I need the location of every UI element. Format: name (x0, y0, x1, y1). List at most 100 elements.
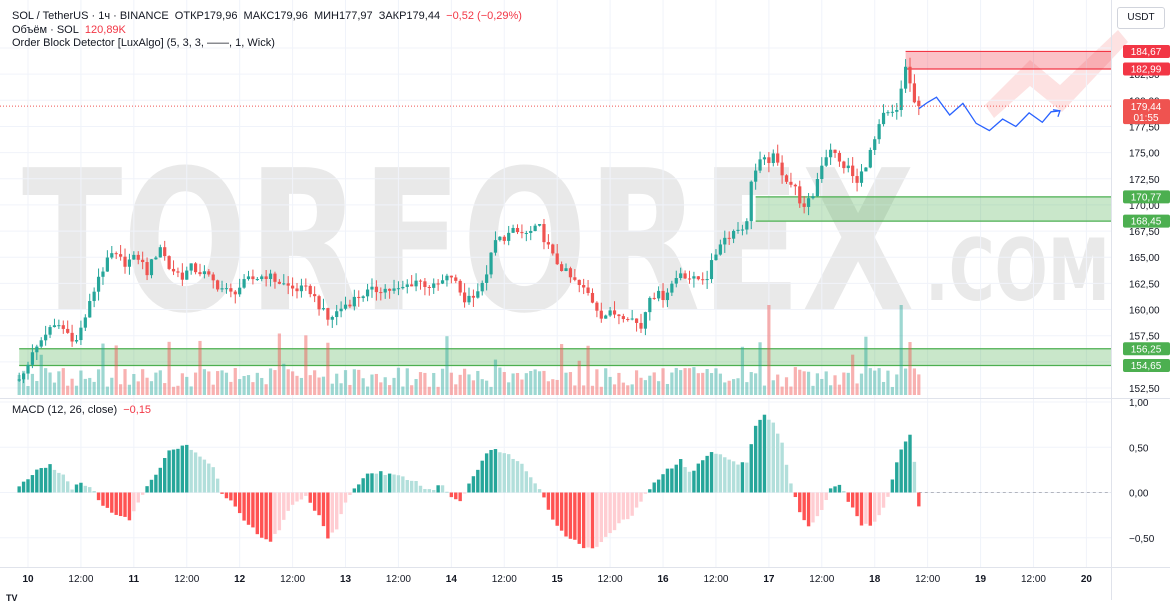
candle-body (732, 230, 736, 239)
candle-body (890, 111, 894, 113)
volume-bar (749, 372, 753, 395)
candle-countdown-text: 01:55 (1133, 113, 1158, 124)
macd-bar (264, 492, 268, 540)
macd-bar (520, 463, 524, 493)
volume-bar (732, 379, 736, 395)
volume-bar (79, 370, 83, 395)
volume-bar (674, 367, 678, 395)
macd-bar (145, 486, 149, 493)
volume-bar (868, 368, 872, 395)
macd-bar (387, 473, 392, 493)
macd-bar (546, 492, 551, 510)
time-tick-label: 12:00 (280, 574, 305, 585)
macd-bar (555, 492, 559, 526)
macd-bar (176, 448, 180, 493)
macd-bar (260, 492, 264, 538)
legend-symbol[interactable]: SOL / TetherUS · 1ч · BINANCE (12, 10, 169, 22)
macd-bar (171, 449, 176, 493)
volume-bar (326, 342, 330, 395)
tradingview-logo-icon[interactable]: TV (6, 593, 18, 603)
macd-bar (268, 492, 273, 542)
volume-bar (555, 379, 559, 395)
candle-body (621, 316, 625, 320)
macd-bar (154, 474, 158, 493)
macd-bar (665, 468, 670, 493)
volume-bar (789, 386, 793, 395)
macd-bar (828, 488, 833, 493)
candle-body (714, 254, 718, 261)
macd-bar (678, 459, 683, 493)
legend-indicator[interactable]: Order Block Detector [LuxAlgo] (5, 3, 3,… (12, 37, 278, 50)
price-tick-label: 152,50 (1129, 384, 1160, 395)
currency-button[interactable]: USDT (1117, 7, 1165, 29)
time-axis[interactable]: 10 12:00 11 12:00 12 12:00 13 12:00 14 12:00 15 12:… (22, 574, 1092, 585)
volume-bar (61, 368, 65, 395)
candle-body (308, 285, 312, 295)
legend-macd[interactable]: MACD (12, 26, close) −0,15 (12, 404, 154, 417)
candle-body (207, 271, 211, 275)
candle-body (630, 318, 634, 320)
candle-body (851, 165, 855, 177)
volume-bar (365, 386, 370, 395)
candle-body (899, 88, 903, 110)
legend-volume[interactable]: Объём · SOL 120,89K (12, 24, 129, 37)
candle-body (881, 112, 886, 125)
time-tick-label: 18 (869, 574, 881, 585)
candle-body (167, 256, 171, 269)
macd-bar (917, 492, 921, 507)
volume-bar (392, 377, 396, 395)
macd-bar (361, 478, 365, 493)
candle-body (158, 247, 162, 258)
candle-body (679, 273, 683, 279)
macd-bar (445, 491, 449, 493)
macd-bar (35, 469, 39, 493)
volume-bar (136, 381, 140, 395)
volume-bar (524, 373, 528, 395)
volume-bar (520, 379, 524, 395)
candle-body (599, 310, 603, 319)
macd-value: −0,15 (123, 404, 152, 416)
candle-body (846, 165, 850, 169)
macd-bar (467, 483, 471, 493)
price-tag (1123, 342, 1170, 356)
candle-body (127, 259, 132, 267)
volume-bar (388, 385, 392, 395)
last-price-tag (1123, 99, 1170, 125)
candle-body (405, 284, 409, 287)
candle-body (485, 274, 489, 283)
volume-bar (837, 384, 842, 395)
candle-body (612, 310, 617, 315)
candle-body (233, 291, 237, 295)
volume-bar (912, 368, 917, 395)
time-tick-label: 12:00 (492, 574, 517, 585)
candle-body (193, 263, 198, 273)
candle-body (903, 66, 908, 89)
price-tick-label: 157,50 (1129, 332, 1160, 343)
candle-body (533, 225, 537, 231)
volume-bar (815, 373, 819, 395)
candle-body (224, 288, 229, 290)
volume-bar (317, 377, 321, 395)
macd-bar (255, 492, 260, 535)
candle-body (639, 322, 643, 329)
candle-body (273, 273, 277, 282)
candle-body (670, 283, 674, 293)
volume-bar (529, 370, 533, 395)
candle-body (674, 278, 678, 284)
macd-bar (185, 444, 189, 493)
volume-bar (39, 354, 43, 395)
volume-bar (163, 383, 167, 395)
macd-axis[interactable]: 1,00 0,50 0,00 −0,50 (1129, 398, 1155, 545)
candle-body (229, 288, 233, 292)
candle-body (806, 198, 811, 207)
macd-bar (696, 463, 701, 493)
candle-body (110, 253, 114, 258)
volume-bar (780, 386, 784, 395)
macd-bar (352, 488, 357, 493)
candle-body (52, 325, 57, 328)
volume-bar (361, 378, 365, 395)
candle-body (436, 283, 440, 285)
candle-body (886, 112, 890, 114)
